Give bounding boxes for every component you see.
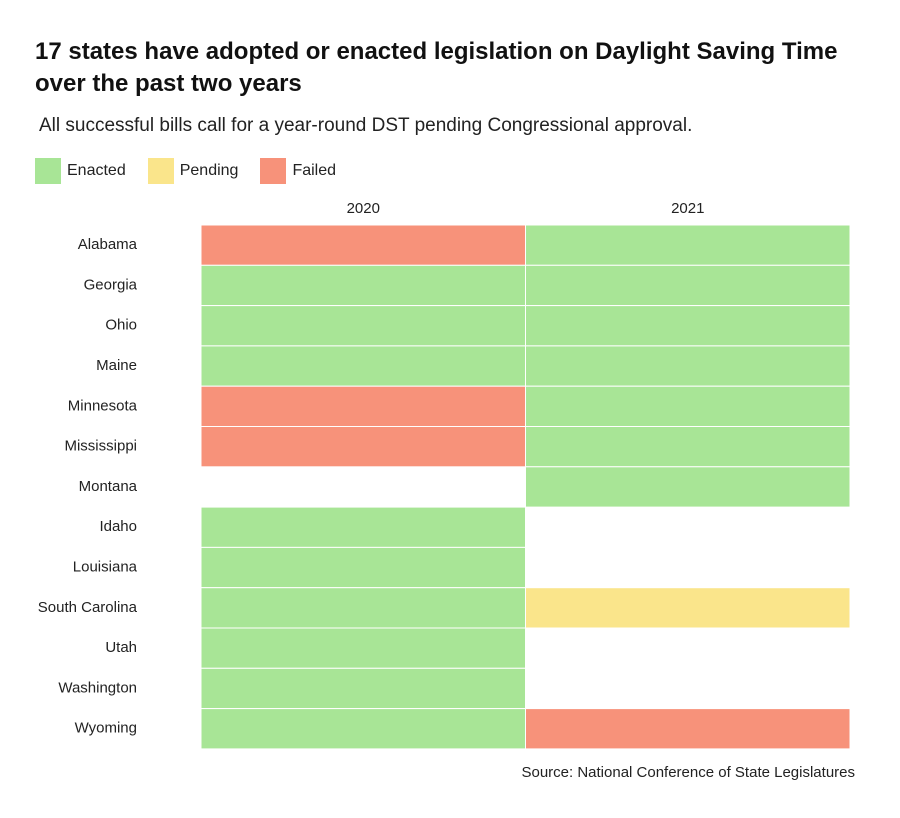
cell-georgia-2021-enacted — [525, 264, 851, 307]
cell-maine-2021-enacted — [525, 345, 851, 387]
row-label-washington: Washington — [58, 679, 137, 696]
legend-swatch-pending — [147, 158, 174, 184]
row-label-idaho: Idaho — [99, 518, 137, 535]
row-label-alabama: Alabama — [78, 236, 138, 253]
legend: Enacted Pending Failed — [35, 158, 358, 184]
cell-idaho-2020-enacted — [200, 506, 526, 548]
chart-title: 17 states have adopted or enacted legisl… — [35, 38, 838, 97]
legend-item-failed: Failed — [260, 158, 336, 184]
cell-utah-2020-enacted — [200, 627, 526, 669]
legend-item-enacted: Enacted — [35, 158, 126, 184]
row-label-ohio: Ohio — [105, 317, 137, 334]
cell-washington-2020-enacted — [200, 667, 526, 710]
cell-alabama-2020-failed — [200, 224, 526, 266]
cell-minnesota-2021-enacted — [525, 385, 851, 428]
row-label-maine: Maine — [96, 357, 137, 374]
column-label-2020: 2020 — [347, 200, 380, 217]
cell-louisiana-2020-enacted — [200, 546, 526, 589]
legend-label-failed: Failed — [292, 162, 337, 179]
cell-south-carolina-2020-enacted — [200, 587, 526, 629]
row-label-south-carolina: South Carolina — [38, 599, 138, 616]
row-label-utah: Utah — [105, 639, 137, 656]
cell-wyoming-2021-failed — [525, 708, 851, 750]
chart-subtitle: All successful bills call for a year-rou… — [39, 115, 693, 136]
legend-swatch-enacted — [35, 158, 61, 184]
cell-georgia-2020-enacted — [200, 264, 526, 307]
legend-label-pending: Pending — [179, 162, 239, 179]
cell-mississippi-2020-failed — [200, 426, 526, 468]
legend-item-pending: Pending — [147, 158, 239, 184]
cell-ohio-2021-enacted — [525, 305, 851, 347]
cell-maine-2020-enacted — [200, 345, 526, 387]
cell-wyoming-2020-enacted — [200, 708, 526, 750]
row-label-minnesota: Minnesota — [68, 397, 138, 414]
row-label-louisiana: Louisiana — [73, 559, 138, 576]
legend-swatch-failed — [260, 158, 287, 184]
row-label-georgia: Georgia — [84, 276, 138, 293]
cell-mississippi-2021-enacted — [525, 426, 851, 468]
row-label-mississippi: Mississippi — [64, 438, 137, 455]
row-label-montana: Montana — [79, 478, 138, 495]
cell-alabama-2021-enacted — [525, 224, 851, 266]
source-note: Source: National Conference of State Leg… — [521, 764, 855, 781]
column-label-2021: 2021 — [671, 200, 704, 217]
cell-montana-2021-enacted — [525, 466, 851, 508]
cell-south-carolina-2021-pending — [525, 587, 851, 629]
legend-label-enacted: Enacted — [67, 162, 126, 179]
cell-ohio-2020-enacted — [200, 305, 526, 347]
cell-minnesota-2020-failed — [200, 385, 526, 428]
row-label-wyoming: Wyoming — [75, 720, 137, 737]
